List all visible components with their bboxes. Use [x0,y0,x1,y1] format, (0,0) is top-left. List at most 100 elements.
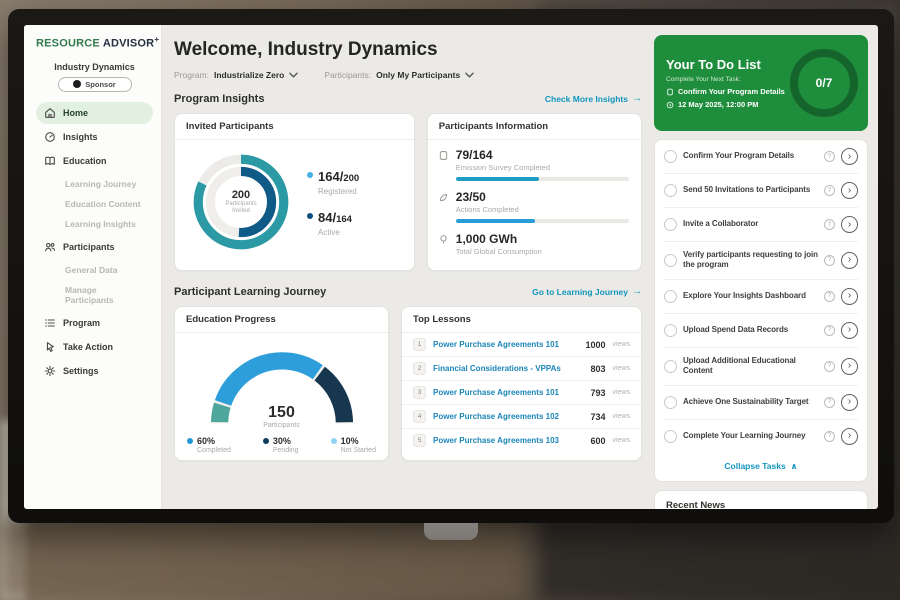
task-checkbox[interactable] [664,150,677,163]
legend-dot [307,213,313,219]
legend-dot [187,438,193,444]
legend-label: Registered [318,187,359,196]
lesson-row: 1 Power Purchase Agreements 101 1000 vie… [402,333,641,357]
task-label: Upload Additional Educational Content [683,356,818,377]
legend-dot [331,438,337,444]
sidebar: RESOURCE ADVISOR+ Industry Dynamics Spon… [24,25,162,509]
program-select-label: Program: [174,70,209,80]
sidebar-item-learning-insights[interactable]: Learning Insights [36,214,153,234]
legend-value: 84/ [318,210,336,225]
lesson-row: 4 Power Purchase Agreements 102 734 view… [402,405,641,429]
arrow-right-icon: → [632,287,642,297]
task-label: Explore Your Insights Dashboard [683,291,818,301]
card-title: Top Lessons [402,307,641,333]
legend-dot [263,438,269,444]
sidebar-item-take-action[interactable]: Take Action [36,336,153,358]
clock-icon [666,101,674,109]
todo-subtitle: Complete Your Next Task: [666,76,785,83]
todo-header-card: Your To Do List Complete Your Next Task:… [654,35,868,131]
donut-legend: 164/200 Registered 84/164 Active [307,168,359,237]
lesson-title[interactable]: Power Purchase Agreements 102 [433,412,583,421]
sidebar-item-label: Settings [63,366,99,376]
task-checkbox[interactable] [664,290,677,303]
lessons-list: 1 Power Purchase Agreements 101 1000 vie… [402,333,641,452]
sidebar-item-label: Take Action [63,342,113,352]
task-open-chevron-icon[interactable]: › [841,216,858,233]
task-checkbox[interactable] [664,324,677,337]
take-action-icon [44,341,56,353]
task-checkbox[interactable] [664,254,677,267]
app-logo: RESOURCE ADVISOR+ [36,35,153,50]
task-open-chevron-icon[interactable]: › [841,288,858,305]
legend-item-active: 84/164 Active [307,209,359,237]
task-label: Upload Spend Data Records [683,325,818,335]
sidebar-item-learning-journey[interactable]: Learning Journey [36,174,153,194]
lesson-title[interactable]: Power Purchase Agreements 103 [433,436,583,445]
help-icon[interactable]: ? [824,255,835,266]
task-open-chevron-icon[interactable]: › [841,148,858,165]
participants-select-label: Participants: [324,70,371,80]
participants-select[interactable]: Participants: Only My Participants [324,70,474,80]
insights-icon [44,131,56,143]
help-icon[interactable]: ? [824,361,835,372]
recent-news-title: Recent News [666,500,856,509]
sidebar-item-education-content[interactable]: Education Content [36,194,153,214]
lesson-row: 2 Financial Considerations - VPPAs 803 v… [402,357,641,381]
task-open-chevron-icon[interactable]: › [841,358,858,375]
lesson-views-suffix: views [612,413,630,420]
chevron-down-icon [465,72,474,78]
lesson-title[interactable]: Power Purchase Agreements 101 [433,340,578,349]
check-more-insights-link[interactable]: Check More Insights → [545,94,642,104]
task-checkbox[interactable] [664,396,677,409]
task-label: Invite a Collaborator [683,219,818,229]
sidebar-item-insights[interactable]: Insights [36,126,153,148]
sidebar-item-manage-participants[interactable]: Manage Participants [36,280,153,310]
sidebar-item-settings[interactable]: Settings [36,360,153,382]
section-title-program-insights: Program Insights [174,93,264,105]
gauge-center-value: 150 [192,404,372,422]
sidebar-item-education[interactable]: Education [36,150,153,172]
sidebar-item-general-data[interactable]: General Data [36,260,153,280]
lesson-views-suffix: views [612,341,630,348]
lesson-title[interactable]: Financial Considerations - VPPAs [433,364,583,373]
help-icon[interactable]: ? [824,431,835,442]
todo-task-row: Explore Your Insights Dashboard ? › [664,279,858,313]
help-icon[interactable]: ? [824,397,835,408]
program-select-value: Industrialize Zero [214,70,284,80]
lesson-views-count: 600 [590,436,605,446]
task-open-chevron-icon[interactable]: › [841,322,858,339]
help-icon[interactable]: ? [824,219,835,230]
sidebar-item-home[interactable]: Home [36,102,153,124]
task-checkbox[interactable] [664,360,677,373]
task-open-chevron-icon[interactable]: › [841,252,858,269]
todo-progress-ring: 0/7 [790,49,858,117]
metric-value: 1,000 GWh [456,232,629,246]
help-icon[interactable]: ? [824,325,835,336]
metric-label: Emission Survey Completed [456,163,629,172]
lesson-views-suffix: views [612,437,630,444]
task-checkbox[interactable] [664,430,677,443]
sponsor-badge-label: Sponsor [85,80,115,89]
task-label: Achieve One Sustainability Target [683,397,818,407]
lesson-title[interactable]: Power Purchase Agreements 101 [433,388,583,397]
link-label: Check More Insights [545,94,628,104]
todo-title: Your To Do List [666,57,785,72]
legend-label: Active [318,228,352,237]
task-checkbox[interactable] [664,218,677,231]
task-open-chevron-icon[interactable]: › [841,394,858,411]
help-icon[interactable]: ? [824,151,835,162]
task-open-chevron-icon[interactable]: › [841,182,858,199]
program-select[interactable]: Program: Industrialize Zero [174,70,298,80]
invited-donut-chart: 200 ParticipantsInvited [185,146,297,258]
legend-item-not-started: 10% Not Started [331,436,376,454]
participants-select-value: Only My Participants [376,70,460,80]
task-open-chevron-icon[interactable]: › [841,428,858,445]
task-checkbox[interactable] [664,184,677,197]
help-icon[interactable]: ? [824,185,835,196]
sidebar-item-program[interactable]: Program [36,312,153,334]
collapse-tasks-link[interactable]: Collapse Tasks∧ [664,453,858,481]
legend-item-registered: 164/200 Registered [307,168,359,196]
go-to-learning-journey-link[interactable]: Go to Learning Journey → [532,287,642,297]
help-icon[interactable]: ? [824,291,835,302]
sidebar-item-participants[interactable]: Participants [36,236,153,258]
